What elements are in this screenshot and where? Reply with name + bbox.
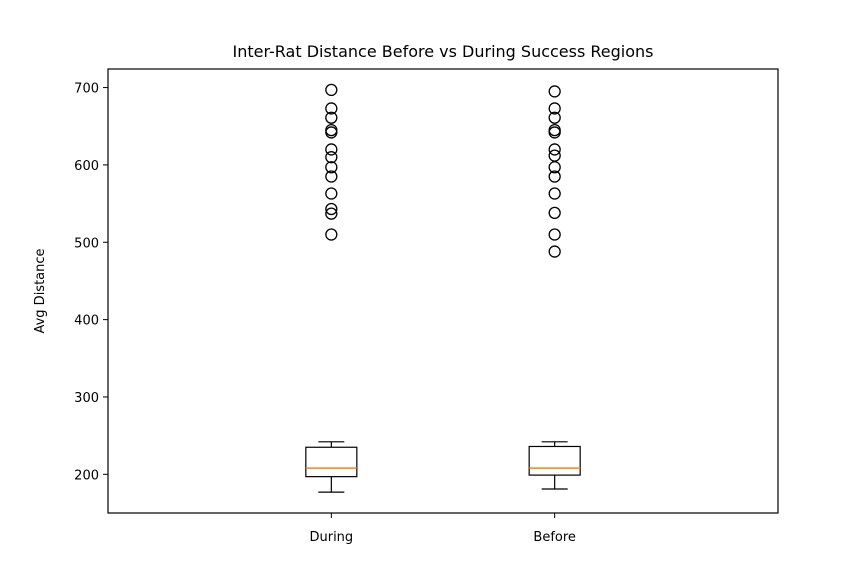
x-tick-label: During (309, 530, 353, 545)
y-tick-label: 700 (74, 82, 99, 97)
outlier-point (548, 85, 561, 98)
iqr-box (528, 445, 581, 476)
outlier-point (548, 143, 561, 156)
outlier-point (548, 149, 561, 162)
y-tick-label: 400 (74, 314, 99, 329)
x-tick-label: Before (533, 530, 576, 545)
box-group (305, 83, 358, 493)
outlier-point (325, 83, 338, 97)
outlier-point (548, 187, 561, 200)
outlier-point (548, 206, 561, 220)
iqr-box (305, 446, 358, 478)
y-tick-label: 500 (74, 236, 99, 251)
y-tick-label: 300 (74, 391, 99, 406)
outlier-point (325, 111, 338, 124)
outlier-point (325, 228, 338, 241)
outlier-point (548, 170, 561, 183)
outlier-point (548, 228, 561, 241)
box-plots (305, 83, 581, 493)
outlier-point (325, 187, 338, 200)
y-axis: 200 300 400 500 600 700 (74, 82, 108, 483)
chart-title: Inter-Rat Distance Before vs During Succ… (232, 42, 653, 61)
plot-frame (107, 68, 779, 514)
outlier-point (325, 151, 338, 164)
outlier-point (325, 143, 338, 156)
outlier-point (548, 102, 561, 115)
outlier-point (548, 245, 561, 258)
x-axis: During Before (309, 513, 576, 545)
box-group (528, 85, 581, 490)
outlier-point (325, 161, 338, 174)
outlier-point (325, 207, 338, 220)
outlier-point (325, 123, 338, 137)
y-tick-label: 200 (74, 468, 99, 483)
y-tick-label: 600 (74, 159, 99, 174)
outlier-point (325, 170, 338, 183)
outlier-point (325, 202, 338, 216)
outlier-point (548, 111, 561, 124)
outlier-point (325, 102, 338, 115)
y-axis-label: Avg Distance (33, 248, 48, 333)
outlier-point (548, 123, 561, 137)
